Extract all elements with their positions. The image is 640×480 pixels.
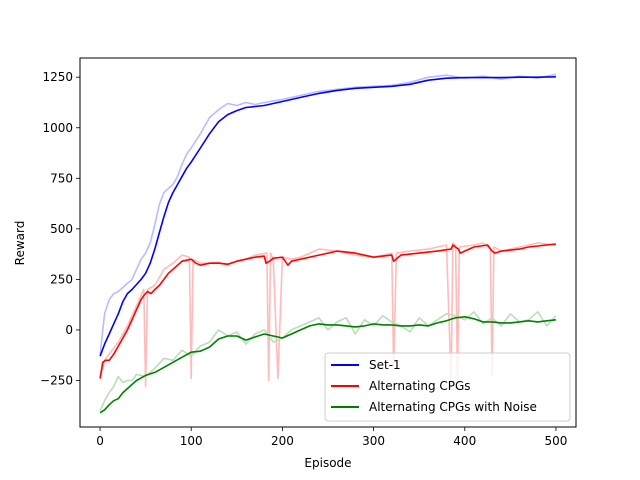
series-line-1	[99, 243, 556, 379]
x-tick-label: 200	[271, 434, 294, 448]
x-tick-label: 300	[362, 434, 385, 448]
x-tick-label: 0	[96, 434, 104, 448]
plot-frame	[79, 57, 577, 428]
legend-label-1: Alternating CPGs	[369, 379, 471, 393]
legend: Set-1 Alternating CPGs Alternating CPGs wi…	[324, 352, 571, 422]
y-tick-label: 1000	[42, 121, 73, 135]
y-axis-label: Reward	[13, 221, 27, 266]
y-tick-label: 1250	[42, 70, 73, 84]
y-tick-label: 0	[65, 323, 73, 337]
series-layer	[99, 73, 557, 414]
series-line-2	[99, 316, 556, 414]
series-raw-line-0	[99, 73, 557, 355]
x-axis-label: Episode	[304, 456, 351, 470]
series-raw-line-1	[99, 242, 556, 388]
legend-label-0: Set-1	[369, 358, 401, 372]
y-tick-label: 250	[50, 272, 73, 286]
x-tick-label: 400	[453, 434, 476, 448]
y-axis: −250 0 250 500 750 1000 1250	[40, 70, 80, 387]
y-tick-label: 500	[50, 222, 73, 236]
series-raw-line-2	[99, 311, 557, 412]
y-tick-label: −250	[40, 373, 73, 387]
legend-label-2: Alternating CPGs with Noise	[369, 400, 537, 414]
legend-box	[324, 352, 571, 422]
series-line-0	[99, 76, 556, 357]
x-axis: 0 100 200 300 400 500	[96, 427, 567, 448]
x-tick-label: 100	[180, 434, 203, 448]
x-tick-label: 500	[544, 434, 567, 448]
y-tick-label: 750	[50, 171, 73, 185]
